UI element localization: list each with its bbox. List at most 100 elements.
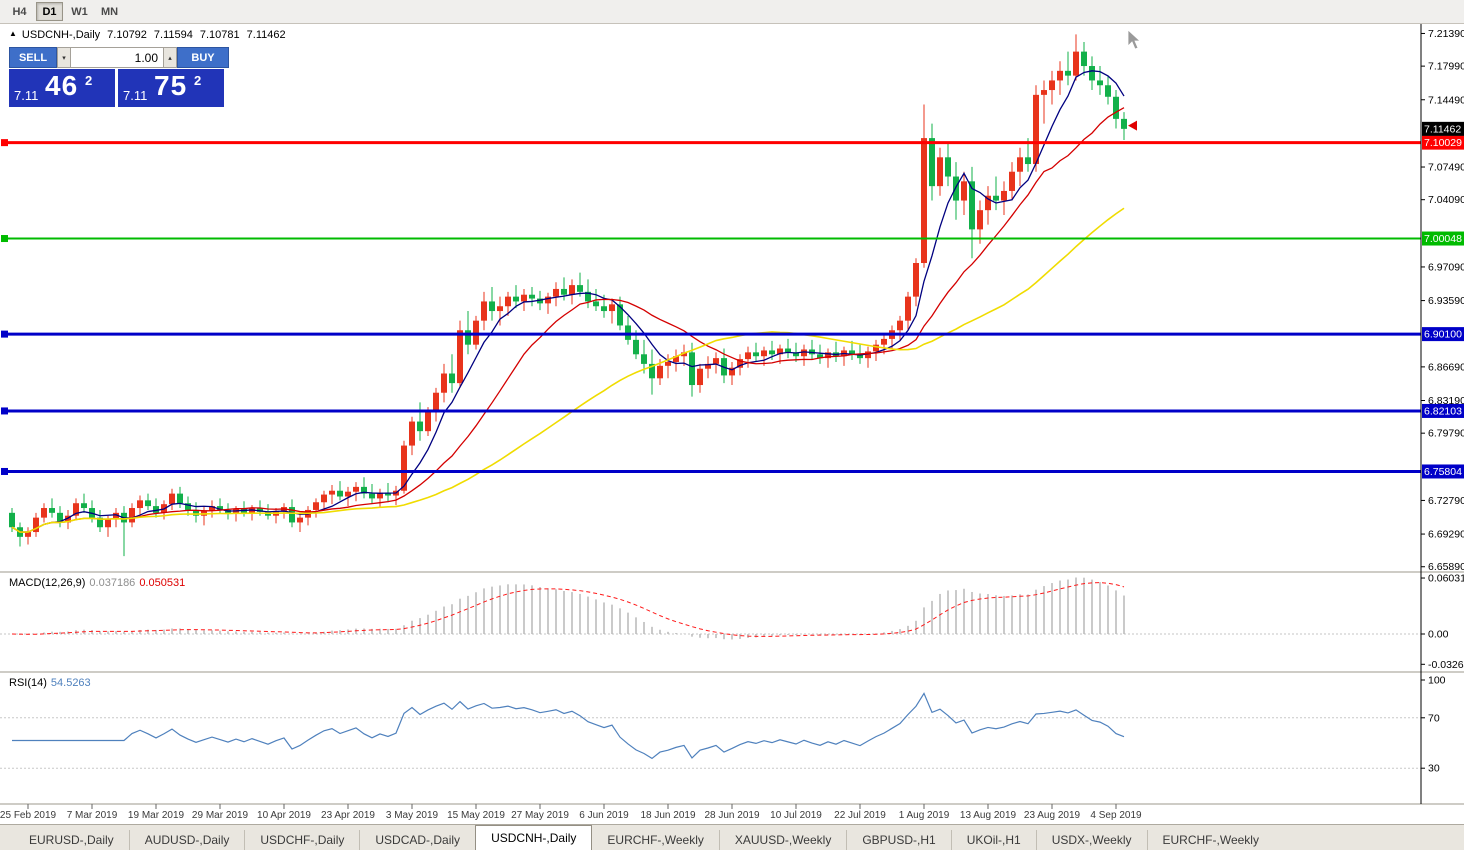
candle-body bbox=[1081, 51, 1087, 67]
macd-main-value: 0.037186 bbox=[89, 577, 136, 589]
mouse-cursor-icon bbox=[1127, 29, 1142, 50]
candle-body bbox=[185, 503, 191, 510]
date-label: 6 Jun 2019 bbox=[579, 810, 629, 821]
candle-body bbox=[529, 294, 535, 299]
ma-40-line bbox=[11, 207, 1125, 533]
candle-body bbox=[209, 506, 215, 511]
candle-body bbox=[113, 512, 119, 520]
line-price-label-text: 6.90100 bbox=[1424, 329, 1462, 341]
chart-tab-EURUSD-,Daily[interactable]: EURUSD-,Daily bbox=[29, 833, 114, 847]
buy-price-base: 7.11 bbox=[123, 88, 148, 103]
candle-body bbox=[569, 285, 575, 295]
candle-body bbox=[985, 195, 991, 211]
buy-button[interactable]: BUY bbox=[177, 47, 229, 68]
h-line-marker[interactable] bbox=[1, 330, 8, 338]
candle-body bbox=[409, 421, 415, 446]
h-line-marker[interactable] bbox=[1, 467, 8, 475]
rsi-name: RSI(14) bbox=[9, 677, 47, 689]
line-price-label bbox=[1422, 464, 1464, 479]
buy-price-box[interactable]: 7.11 75 2 bbox=[118, 69, 224, 107]
volume-input[interactable] bbox=[71, 47, 163, 68]
volume-spinner-icon[interactable]: ▴ bbox=[163, 47, 177, 68]
candle-body bbox=[593, 301, 599, 307]
date-label: 28 Jun 2019 bbox=[704, 810, 759, 821]
sell-button[interactable]: SELL bbox=[9, 47, 57, 68]
timeframe-button-H4[interactable]: H4 bbox=[6, 2, 33, 21]
chart-tab-USDCHF-,Daily[interactable]: USDCHF-,Daily bbox=[244, 830, 359, 850]
candle-body bbox=[385, 492, 391, 496]
candle-body bbox=[297, 517, 303, 523]
line-price-label-text: 7.10029 bbox=[1424, 137, 1462, 149]
h-line-marker[interactable] bbox=[1, 235, 8, 243]
candle-body bbox=[313, 502, 319, 510]
timeframe-button-W1[interactable]: W1 bbox=[66, 2, 93, 21]
candle-body bbox=[777, 348, 783, 355]
candle-body bbox=[1001, 190, 1007, 201]
candle-body bbox=[1049, 80, 1055, 91]
chart-tab-EURCHF-,Weekly[interactable]: EURCHF-,Weekly bbox=[607, 833, 704, 847]
chart-tab-AUDUSD-,Daily[interactable]: AUDUSD-,Daily bbox=[128, 830, 245, 850]
date-label: 4 Sep 2019 bbox=[1090, 810, 1142, 821]
candle-body bbox=[369, 493, 375, 499]
candle-body bbox=[65, 515, 71, 523]
h-line-marker[interactable] bbox=[1, 139, 8, 147]
trade-controls-row: SELL ▾ ▴ BUY bbox=[9, 47, 229, 68]
timeframe-toolbar: H4 D1 W1 MN bbox=[0, 0, 1464, 24]
date-label: 7 Mar 2019 bbox=[67, 810, 118, 821]
volume-dropdown-icon[interactable]: ▾ bbox=[57, 47, 71, 68]
price-arrow[interactable] bbox=[1128, 120, 1137, 131]
candle-body bbox=[337, 490, 343, 497]
chart-area[interactable]: 7.21390 7.17990 7.14490 7.07490 7.04090 6.970… bbox=[0, 24, 1464, 824]
candle-body bbox=[225, 509, 231, 514]
h-line-marker[interactable] bbox=[1, 407, 8, 415]
date-label: 22 Jul 2019 bbox=[834, 810, 886, 821]
candle-body bbox=[745, 352, 751, 360]
candle-body bbox=[433, 392, 439, 412]
chart-tab-EURCHF-,Weekly[interactable]: EURCHF-,Weekly bbox=[1146, 830, 1274, 850]
chart-tab-UKOil-,H1[interactable]: UKOil-,H1 bbox=[950, 830, 1036, 850]
candle-body bbox=[25, 532, 31, 537]
candle-body bbox=[1017, 157, 1023, 172]
sell-price-box[interactable]: 7.11 46 2 bbox=[9, 69, 115, 107]
candle-body bbox=[457, 330, 463, 384]
candle-body bbox=[849, 350, 855, 355]
chart-tab-USDCNH-,Daily[interactable]: USDCNH-,Daily bbox=[475, 825, 593, 850]
candle-body bbox=[729, 367, 735, 376]
chart-tab-USDX-,Weekly[interactable]: USDX-,Weekly bbox=[1035, 830, 1147, 850]
candle-body bbox=[1057, 70, 1063, 81]
price-chart-canvas[interactable]: 7.21390 7.17990 7.14490 7.07490 7.04090 6.970… bbox=[0, 24, 1464, 824]
line-price-label bbox=[1422, 231, 1464, 246]
candle-body bbox=[601, 306, 607, 312]
candle-body bbox=[857, 354, 863, 359]
rsi-label: RSI(14) 54.5263 bbox=[9, 677, 91, 689]
candle-body bbox=[945, 157, 951, 177]
candle-body bbox=[1113, 96, 1119, 119]
ma-6-line bbox=[11, 70, 1125, 533]
candle-body bbox=[681, 352, 687, 357]
candle-body bbox=[521, 294, 527, 302]
ohlc-open: 7.10792 bbox=[107, 29, 147, 41]
rsi-tick-label: 70 bbox=[1428, 712, 1440, 724]
candle-body bbox=[217, 506, 223, 510]
sell-price-pips: 46 bbox=[45, 70, 79, 101]
candle-body bbox=[929, 138, 935, 187]
candle-body bbox=[649, 363, 655, 379]
candle-body bbox=[505, 296, 511, 307]
price-tick-label: 6.65890 bbox=[1428, 561, 1464, 573]
candle-body bbox=[969, 181, 975, 230]
line-price-label-text: 7.00048 bbox=[1424, 233, 1462, 245]
candle-body bbox=[737, 359, 743, 368]
macd-signal-line bbox=[11, 582, 1125, 637]
collapse-icon[interactable]: ▲ bbox=[9, 29, 17, 38]
chart-tab-GBPUSD-,H1[interactable]: GBPUSD-,H1 bbox=[846, 830, 950, 850]
candle-body bbox=[657, 365, 663, 379]
candle-body bbox=[289, 507, 295, 523]
line-price-label bbox=[1422, 327, 1464, 342]
price-tick-label: 6.69290 bbox=[1428, 529, 1464, 541]
chart-tab-USDCAD-,Daily[interactable]: USDCAD-,Daily bbox=[359, 830, 475, 850]
candle-body bbox=[865, 351, 871, 359]
candle-body bbox=[73, 503, 79, 516]
timeframe-button-D1[interactable]: D1 bbox=[36, 2, 63, 21]
chart-tab-XAUUSD-,Weekly[interactable]: XAUUSD-,Weekly bbox=[718, 830, 846, 850]
timeframe-button-MN[interactable]: MN bbox=[96, 2, 123, 21]
